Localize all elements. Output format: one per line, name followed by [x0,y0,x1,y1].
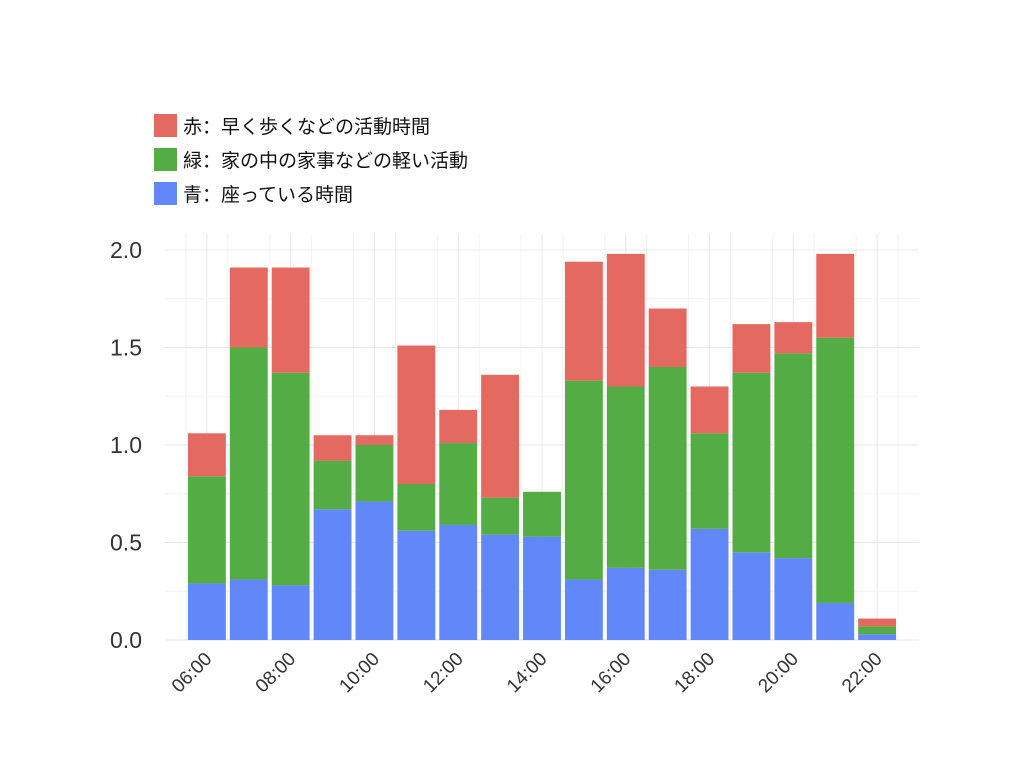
bar-segment-series2-11 [648,308,687,367]
x-tick-label-8: 22:00 [838,649,886,697]
bar-segment-series0-13 [732,552,771,640]
bar-segment-series0-2 [271,585,310,640]
bar-segment-series1-11 [648,367,687,570]
y-tick-label-0: 0.0 [110,627,142,653]
bar-segment-series0-4 [355,501,394,640]
bar-segment-series2-16 [858,618,897,627]
legend-label-green: 緑：家の中の家事などの軽い活動 [183,149,469,172]
bar-segment-series2-12 [690,386,729,434]
bar-segment-series2-10 [606,253,645,387]
bar-segment-series2-0 [187,433,226,477]
bar-segment-series1-5 [397,484,436,531]
legend-swatch-blue [154,181,177,205]
bar-segment-series0-0 [187,583,226,640]
legend-item-blue: 青：座っている時間 [154,176,468,210]
x-tick-label-6: 18:00 [671,649,719,697]
x-tick-label-3: 12:00 [419,649,467,697]
x-tick-label-0: 06:00 [168,649,216,697]
bar-segment-series1-8 [523,491,561,537]
bar-segment-series2-13 [732,324,771,373]
x-tick-label-2: 10:00 [336,649,384,697]
legend-label-blue: 青：座っている時間 [183,183,354,206]
bar-segment-series1-6 [439,443,478,525]
bar-segment-series1-4 [355,445,394,502]
bar-segment-series2-2 [271,267,310,373]
bar-segment-series1-0 [187,476,226,584]
y-tick-label-3: 1.5 [110,335,142,361]
bar-segment-series1-13 [732,372,771,553]
bar-segment-series0-15 [816,602,855,640]
x-tick-label-7: 20:00 [754,649,802,697]
bar-segment-series0-16 [858,634,897,640]
bar-segment-series0-10 [606,567,645,640]
legend-label-red: 赤：早く歩くなどの活動時間 [183,115,431,138]
bar-segment-series2-7 [481,374,520,498]
bar-segment-series1-15 [816,337,855,603]
y-tick-label-2: 1.0 [110,432,142,458]
bar-segment-series1-1 [229,347,268,580]
bar-segment-series0-3 [313,509,352,640]
bar-segment-series2-4 [355,435,394,445]
bar-segment-series2-14 [774,322,813,354]
bar-segment-series2-5 [397,345,436,484]
bar-segment-series2-1 [229,267,268,348]
legend-swatch-red [154,113,177,137]
bar-segment-series2-3 [313,435,352,461]
bar-segment-series1-3 [313,460,352,510]
bar-segment-series2-6 [439,409,478,444]
bar-segment-series1-16 [858,626,897,635]
bar-segment-series1-12 [690,433,729,529]
bar-segment-series0-9 [564,579,603,640]
x-tick-label-5: 16:00 [587,649,635,697]
y-tick-label-4: 2.0 [110,237,142,263]
x-tick-label-4: 14:00 [503,649,551,697]
bar-segment-series0-5 [397,530,436,640]
bar-segment-series0-8 [523,536,561,640]
bar-segment-series1-14 [774,353,813,559]
bar-segment-series2-9 [564,261,603,381]
legend-item-red: 赤：早く歩くなどの活動時間 [154,108,468,142]
bar-segment-series2-15 [816,253,855,338]
bar-segment-series1-7 [481,497,520,535]
bar-segment-series0-7 [481,534,520,640]
bar-segment-series0-14 [774,558,813,640]
legend-item-green: 緑：家の中の家事などの軽い活動 [154,142,468,176]
bar-segment-series1-9 [564,380,603,580]
bar-segment-series1-10 [606,386,645,568]
bar-segment-series0-1 [229,579,268,640]
x-tick-label-1: 08:00 [252,649,300,697]
y-tick-label-1: 0.5 [110,530,142,556]
bar-segment-series0-12 [690,528,729,640]
legend-swatch-green [154,147,177,171]
bar-segment-series0-6 [439,524,478,640]
bar-segment-series1-2 [271,372,310,586]
chart-legend: 赤：早く歩くなどの活動時間 緑：家の中の家事などの軽い活動 青：座っている時間 [154,108,468,210]
bar-segment-series0-11 [648,569,687,640]
